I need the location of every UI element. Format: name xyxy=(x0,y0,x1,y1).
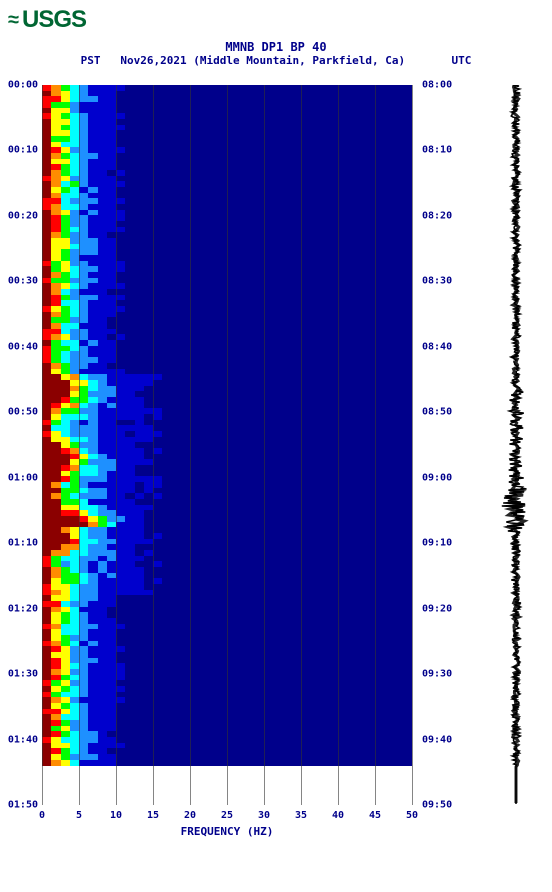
x-tick-label: 35 xyxy=(295,810,307,821)
right-time-label: 09:50 xyxy=(422,800,452,811)
subtitle-pst: PST xyxy=(81,54,101,67)
waveform-panel xyxy=(492,85,540,805)
x-tick-label: 45 xyxy=(369,810,381,821)
left-time-label: 00:40 xyxy=(8,341,38,352)
x-tick-label: 10 xyxy=(110,810,122,821)
left-time-label: 01:30 xyxy=(8,669,38,680)
left-time-label: 01:50 xyxy=(8,800,38,811)
x-tick-label: 40 xyxy=(332,810,344,821)
logo-text: USGS xyxy=(22,6,86,34)
left-time-label: 01:10 xyxy=(8,538,38,549)
right-time-label: 08:40 xyxy=(422,341,452,352)
subtitle-date: Nov26,2021 xyxy=(120,54,186,67)
usgs-logo: ≈ USGS xyxy=(8,6,86,34)
x-tick-label: 20 xyxy=(184,810,196,821)
x-tick-label: 30 xyxy=(258,810,270,821)
left-time-label: 00:50 xyxy=(8,407,38,418)
right-time-label: 08:10 xyxy=(422,145,452,156)
chart-title: MMNB DP1 BP 40 xyxy=(0,40,552,54)
x-tick-label: 5 xyxy=(76,810,82,821)
logo-wave-icon: ≈ xyxy=(8,9,18,32)
spectrogram-plot xyxy=(42,85,412,805)
right-time-label: 09:10 xyxy=(422,538,452,549)
subtitle-location: (Middle Mountain, Parkfield, Ca) xyxy=(193,54,405,67)
chart-subtitle: PST Nov26,2021 (Middle Mountain, Parkfie… xyxy=(0,54,552,67)
right-time-label: 08:30 xyxy=(422,276,452,287)
x-axis-title: FREQUENCY (HZ) xyxy=(42,825,412,838)
gridline xyxy=(412,85,413,805)
left-time-label: 01:00 xyxy=(8,472,38,483)
x-tick-label: 0 xyxy=(39,810,45,821)
right-time-label: 08:20 xyxy=(422,210,452,221)
left-time-axis: 00:0000:1000:2000:3000:4000:5001:0001:10… xyxy=(0,85,40,805)
right-time-label: 09:30 xyxy=(422,669,452,680)
right-time-label: 09:40 xyxy=(422,734,452,745)
left-time-label: 01:40 xyxy=(8,734,38,745)
left-time-label: 00:20 xyxy=(8,210,38,221)
subtitle-utc: UTC xyxy=(452,54,472,67)
left-time-label: 01:20 xyxy=(8,603,38,614)
right-time-label: 08:00 xyxy=(422,80,452,91)
x-tick-label: 50 xyxy=(406,810,418,821)
left-time-label: 00:10 xyxy=(8,145,38,156)
left-time-label: 00:30 xyxy=(8,276,38,287)
spectrogram-canvas xyxy=(42,85,412,805)
right-time-label: 08:50 xyxy=(422,407,452,418)
x-tick-label: 15 xyxy=(147,810,159,821)
left-time-label: 00:00 xyxy=(8,80,38,91)
right-time-axis: 08:0008:1008:2008:3008:4008:5009:0009:10… xyxy=(418,85,458,805)
chart-title-block: MMNB DP1 BP 40 PST Nov26,2021 (Middle Mo… xyxy=(0,40,552,67)
x-tick-label: 25 xyxy=(221,810,233,821)
right-time-label: 09:00 xyxy=(422,472,452,483)
waveform-trace xyxy=(492,85,540,805)
right-time-label: 09:20 xyxy=(422,603,452,614)
